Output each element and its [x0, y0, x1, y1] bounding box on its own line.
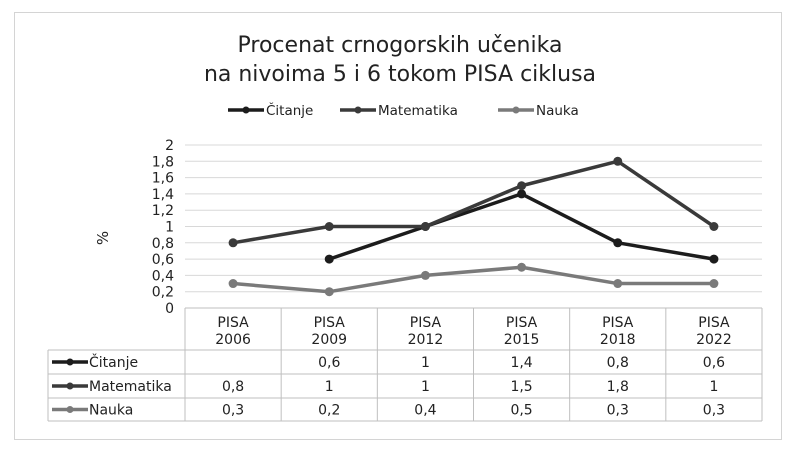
table-value: 0,4: [414, 403, 436, 419]
table-value: 1: [421, 355, 430, 371]
legend-label: Čitanje: [266, 101, 313, 119]
data-point: [324, 254, 334, 264]
table-series-label: Matematika: [89, 379, 172, 395]
x-category-label: PISA: [506, 315, 538, 331]
legend-marker-2: [512, 106, 520, 114]
data-point: [228, 279, 238, 289]
table-value: 1,8: [607, 379, 629, 395]
series-line-nauka: [232, 265, 714, 294]
table-value: 1: [709, 379, 718, 395]
y-tick-label: 1,2: [152, 203, 174, 219]
chart-title-line: na nivoima 5 i 6 tokom PISA ciklusa: [204, 62, 596, 87]
data-point: [517, 189, 527, 199]
y-tick-label: 0,6: [152, 252, 174, 268]
table-value: 0,6: [318, 355, 340, 371]
data-point: [324, 287, 334, 297]
y-tick-label: 0,2: [152, 285, 174, 301]
table-value: 1,5: [510, 379, 532, 395]
x-category-label: 2018: [600, 332, 636, 348]
table-series-label: Čitanje: [89, 353, 138, 371]
table-value: 0,2: [318, 403, 340, 419]
table-value: 0,3: [703, 403, 725, 419]
x-category-label: 2009: [311, 332, 347, 348]
x-category-label: PISA: [410, 315, 442, 331]
data-point: [420, 222, 430, 231]
data-point: [228, 238, 238, 248]
legend-label: Nauka: [536, 103, 579, 119]
table-value: 0,3: [222, 403, 244, 419]
data-point: [709, 254, 719, 264]
y-tick-label: 0: [165, 301, 174, 317]
table-value: 0,6: [703, 355, 725, 371]
y-tick-label: 1,6: [152, 171, 174, 187]
data-point: [517, 262, 527, 272]
x-category-label: 2006: [215, 332, 251, 348]
series-line-matematika: [232, 159, 715, 245]
data-point: [613, 279, 623, 289]
y-tick-label: 0,4: [152, 268, 174, 284]
table-value: 1,4: [510, 355, 532, 371]
data-point: [613, 238, 623, 248]
legend-marker-0: [242, 106, 250, 114]
table-legend-marker: [66, 382, 74, 390]
x-category-label: 2012: [408, 332, 444, 348]
data-point: [613, 156, 623, 166]
table-value: 1: [421, 379, 430, 395]
data-point: [709, 279, 719, 289]
table-legend-marker: [66, 358, 74, 366]
table-value: 0,5: [510, 403, 532, 419]
x-category-label: PISA: [314, 315, 346, 331]
table-value: 1: [325, 379, 334, 395]
x-category-label: PISA: [217, 315, 249, 331]
legend-marker-1: [354, 106, 362, 114]
y-tick-label: 1,8: [152, 154, 174, 170]
legend-label: Matematika: [378, 103, 458, 119]
table-value: 0,8: [607, 355, 629, 371]
x-category-label: PISA: [698, 315, 730, 331]
x-category-label: 2015: [504, 332, 540, 348]
y-axis-label: %: [94, 231, 112, 245]
x-category-label: PISA: [602, 315, 634, 331]
data-point: [324, 222, 334, 231]
y-tick-label: 2: [165, 138, 174, 154]
y-tick-label: 1,4: [152, 187, 174, 203]
x-category-label: 2022: [696, 332, 732, 348]
data-point: [709, 222, 719, 231]
table-series-label: Nauka: [89, 403, 133, 419]
data-point: [517, 181, 527, 191]
table-value: 0,8: [222, 379, 244, 395]
chart-title-line: Procenat crnogorskih učenika: [238, 33, 563, 58]
y-tick-label: 0,8: [152, 236, 174, 252]
table-value: 0,3: [607, 403, 629, 419]
data-point: [420, 270, 430, 280]
y-tick-label: 1: [165, 220, 174, 236]
table-legend-marker: [66, 406, 74, 413]
